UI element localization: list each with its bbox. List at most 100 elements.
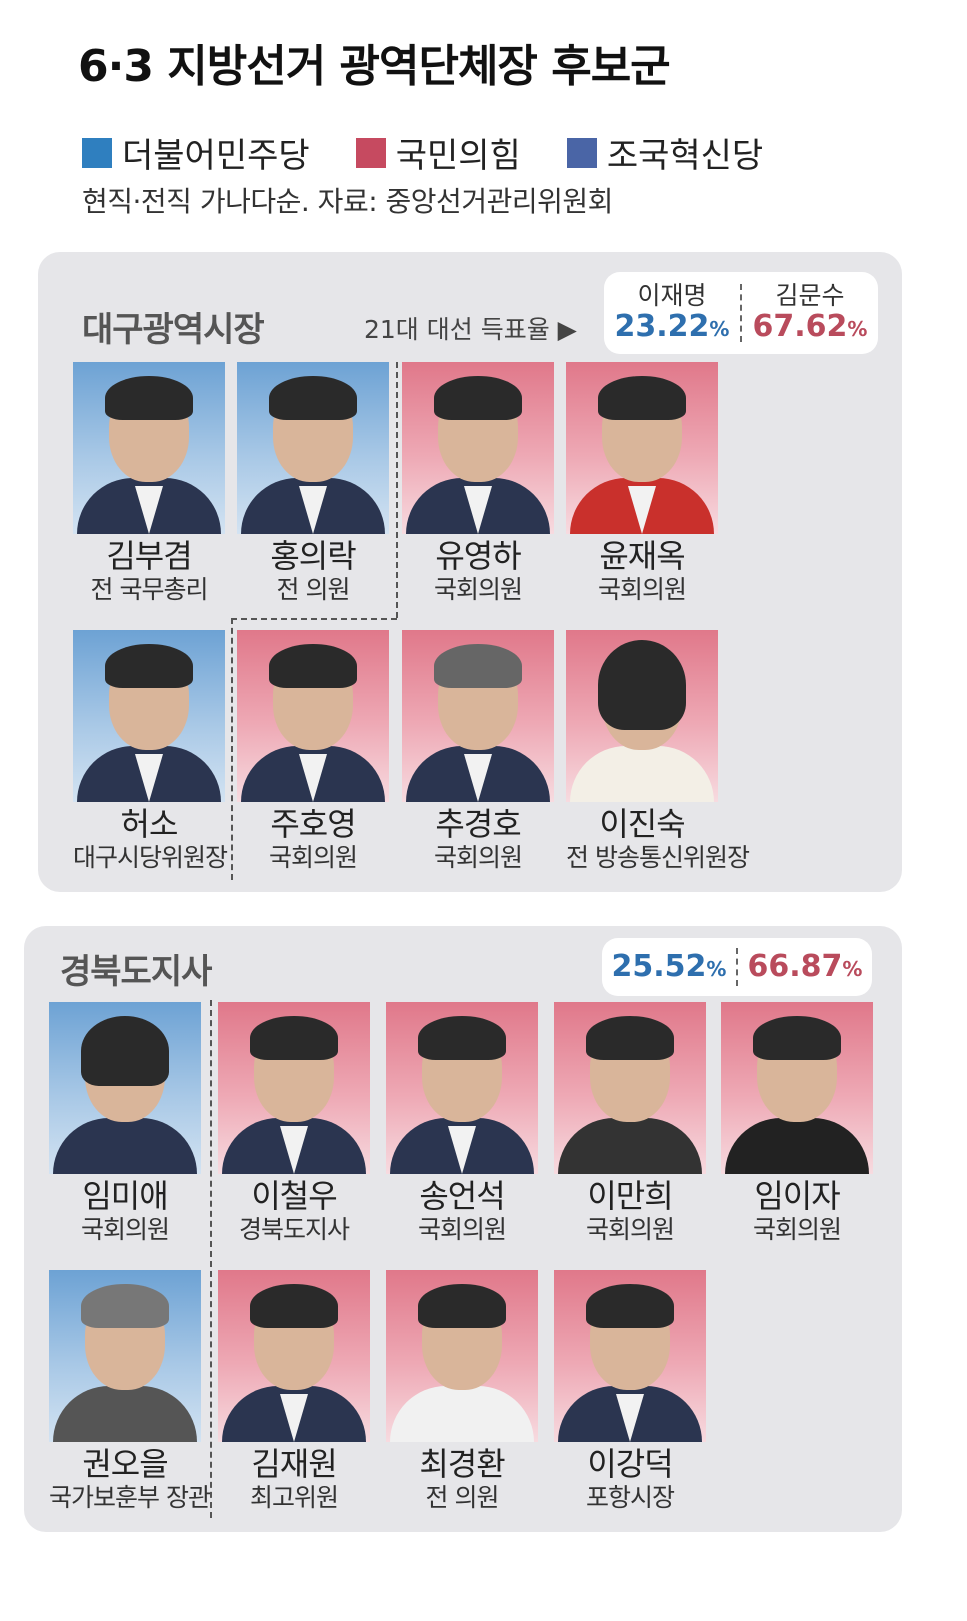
daegu-vote-left-pct: 23.22	[614, 308, 710, 344]
candidate-name: 송언석	[419, 1177, 505, 1215]
candidate-photo	[73, 630, 225, 802]
candidate-card: 허소 대구시당위원장	[73, 630, 228, 873]
candidate-photo	[402, 630, 554, 802]
vote-divider	[736, 948, 738, 986]
legend-label-ppp: 국민의힘	[395, 136, 521, 176]
candidate-role: 전 의원	[425, 1482, 500, 1512]
candidate-name: 권오을	[82, 1445, 168, 1483]
candidate-name: 최경환	[419, 1445, 505, 1483]
candidate-photo	[237, 630, 389, 802]
candidate-role: 대구시당위원장	[73, 842, 228, 872]
legend-swatch-dem	[82, 137, 112, 168]
candidate-card: 송언석 국회의원	[386, 1002, 538, 1245]
candidate-card: 홍의락 전 의원	[237, 362, 389, 605]
pct-sign: %	[842, 956, 863, 981]
candidate-role: 국회의원	[80, 1214, 170, 1244]
daegu-vote-right: 김문수 67.62%	[742, 272, 878, 354]
candidate-name: 주호영	[270, 805, 356, 843]
candidate-card: 윤재옥 국회의원	[566, 362, 718, 605]
candidate-photo	[386, 1270, 538, 1442]
candidate-name: 윤재옥	[599, 537, 685, 575]
legend-item-rebuilding: 조국혁신당	[566, 128, 764, 177]
candidate-card: 김부겸 전 국무총리	[73, 362, 225, 605]
candidate-name: 이진숙	[599, 805, 685, 843]
legend-swatch-rebuilding	[566, 137, 597, 168]
candidate-photo	[554, 1002, 706, 1174]
candidate-role: 국회의원	[597, 574, 687, 604]
candidate-role: 전 방송통신위원장	[566, 842, 750, 872]
pct-sign: %	[847, 316, 868, 341]
candidate-role: 경북도지사	[238, 1214, 350, 1244]
candidate-photo	[721, 1002, 873, 1174]
candidate-photo	[73, 362, 225, 534]
vote-divider	[740, 284, 742, 342]
candidate-card: 최경환 전 의원	[386, 1270, 538, 1513]
candidate-name: 유영하	[435, 537, 521, 575]
candidate-card: 임미애 국회의원	[49, 1002, 201, 1245]
party-divider	[210, 1000, 212, 1518]
candidate-card: 이진숙 전 방송통신위원장	[566, 630, 750, 873]
legend-swatch-ppp	[355, 137, 386, 168]
gyeongbuk-vote-box: 25.52% 66.87%	[602, 938, 872, 996]
legend-item-dem: 더불어민주당	[82, 128, 310, 177]
candidate-role: 전 의원	[276, 574, 351, 604]
candidate-role: 국회의원	[268, 842, 358, 872]
gyeongbuk-title: 경북도지사	[60, 952, 212, 992]
candidate-photo	[386, 1002, 538, 1174]
candidate-name: 이만희	[587, 1177, 673, 1215]
candidate-name: 김재원	[251, 1445, 337, 1483]
candidate-role: 국회의원	[752, 1214, 842, 1244]
candidate-card: 추경호 국회의원	[402, 630, 554, 873]
party-divider	[231, 618, 233, 880]
candidate-card: 이철우 경북도지사	[218, 1002, 370, 1245]
gyeongbuk-vote-left-pct: 25.52	[611, 948, 707, 984]
candidate-photo	[402, 362, 554, 534]
legend-item-ppp: 국민의힘	[355, 128, 521, 177]
candidate-photo	[237, 362, 389, 534]
candidate-card: 권오을 국가보훈부 장관	[49, 1270, 211, 1513]
gyeongbuk-vote-right-pct: 66.87	[747, 948, 843, 984]
candidate-name: 이철우	[251, 1177, 337, 1215]
gyeongbuk-vote-left: 25.52%	[602, 938, 736, 996]
candidate-photo	[49, 1002, 201, 1174]
pct-sign: %	[706, 956, 727, 981]
candidate-role: 국회의원	[417, 1214, 507, 1244]
candidate-name: 홍의락	[270, 537, 356, 575]
legend-label-dem: 더불어민주당	[122, 136, 310, 176]
candidate-name: 허소	[120, 805, 179, 843]
party-divider	[396, 362, 398, 618]
legend-label-rebuilding: 조국혁신당	[606, 136, 764, 176]
daegu-title: 대구광역시장	[82, 310, 265, 350]
party-divider	[231, 618, 397, 620]
daegu-vote-right-pct: 67.62	[752, 308, 848, 344]
daegu-vote-left-pct-wrap: 23.22%	[614, 308, 730, 345]
candidate-card: 주호영 국회의원	[237, 630, 389, 873]
candidate-photo	[566, 630, 718, 802]
candidate-card: 이만희 국회의원	[554, 1002, 706, 1245]
candidate-role: 국회의원	[585, 1214, 675, 1244]
candidate-photo	[49, 1270, 201, 1442]
gyeongbuk-vote-right-pct-wrap: 66.87%	[747, 948, 863, 985]
candidate-photo	[218, 1002, 370, 1174]
gyeongbuk-vote-left-pct-wrap: 25.52%	[611, 948, 727, 985]
candidate-role: 국회의원	[433, 842, 523, 872]
candidate-name: 김부겸	[106, 537, 192, 575]
candidate-photo	[218, 1270, 370, 1442]
pct-sign: %	[709, 316, 730, 341]
candidate-photo	[566, 362, 718, 534]
party-legend: 더불어민주당 국민의힘 조국혁신당	[82, 128, 809, 177]
candidate-role: 포항시장	[585, 1482, 675, 1512]
daegu-vote-right-name: 김문수	[775, 281, 845, 310]
daegu-vote-left-name: 이재명	[637, 281, 707, 310]
candidate-name: 임이자	[754, 1177, 840, 1215]
candidate-card: 유영하 국회의원	[402, 362, 554, 605]
candidate-photo	[554, 1270, 706, 1442]
candidate-name: 임미애	[82, 1177, 168, 1215]
gyeongbuk-vote-right: 66.87%	[738, 938, 872, 996]
source-note: 현직·전직 가나다순. 자료: 중앙선거관리위원회	[82, 185, 613, 218]
candidate-role: 국가보훈부 장관	[49, 1482, 211, 1512]
candidate-role: 전 국무총리	[90, 574, 209, 604]
daegu-vote-label: 21대 대선 득표율 ▶	[364, 315, 577, 344]
daegu-vote-right-pct-wrap: 67.62%	[752, 308, 868, 345]
candidate-role: 최고위원	[249, 1482, 339, 1512]
